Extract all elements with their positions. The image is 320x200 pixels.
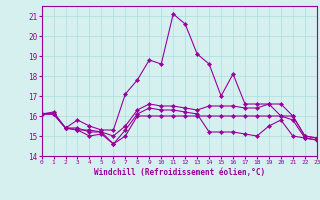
X-axis label: Windchill (Refroidissement éolien,°C): Windchill (Refroidissement éolien,°C) [94, 168, 265, 177]
